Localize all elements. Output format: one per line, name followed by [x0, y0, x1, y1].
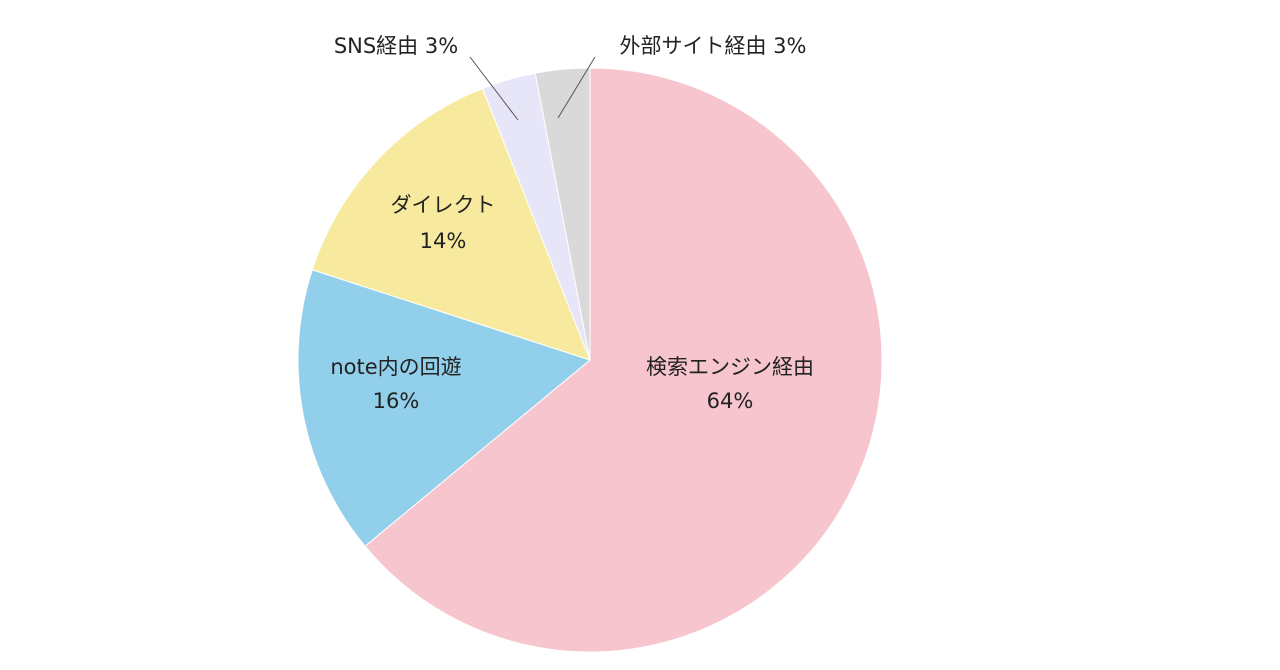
- slice-value-label-2: 14%: [420, 229, 467, 253]
- pie-slice-1: [297, 269, 592, 547]
- slice-label-0: 検索エンジン経由: [646, 355, 814, 379]
- leader-lines-layer: [469, 56, 596, 121]
- pie-slice-2: [311, 87, 591, 361]
- slice-label-4: 外部サイト経由 3%: [620, 34, 807, 58]
- labels-layer: 検索エンジン経由 64% note内の回遊 16% ダイレクト 14% SNS経由 3% 外部…: [330, 34, 814, 413]
- slice-label-2: ダイレクト: [391, 193, 496, 217]
- slices-layer: [297, 67, 883, 653]
- leader-line-3: [469, 56, 519, 121]
- slice-value-label-1: 16%: [373, 389, 420, 413]
- slice-value-label-0: 64%: [707, 389, 754, 413]
- pie-slice-0: [364, 67, 883, 653]
- leader-line-4: [557, 56, 596, 119]
- slice-label-3: SNS経由 3%: [334, 34, 458, 58]
- slice-label-1: note内の回遊: [330, 355, 461, 379]
- pie-slice-4: [534, 67, 591, 361]
